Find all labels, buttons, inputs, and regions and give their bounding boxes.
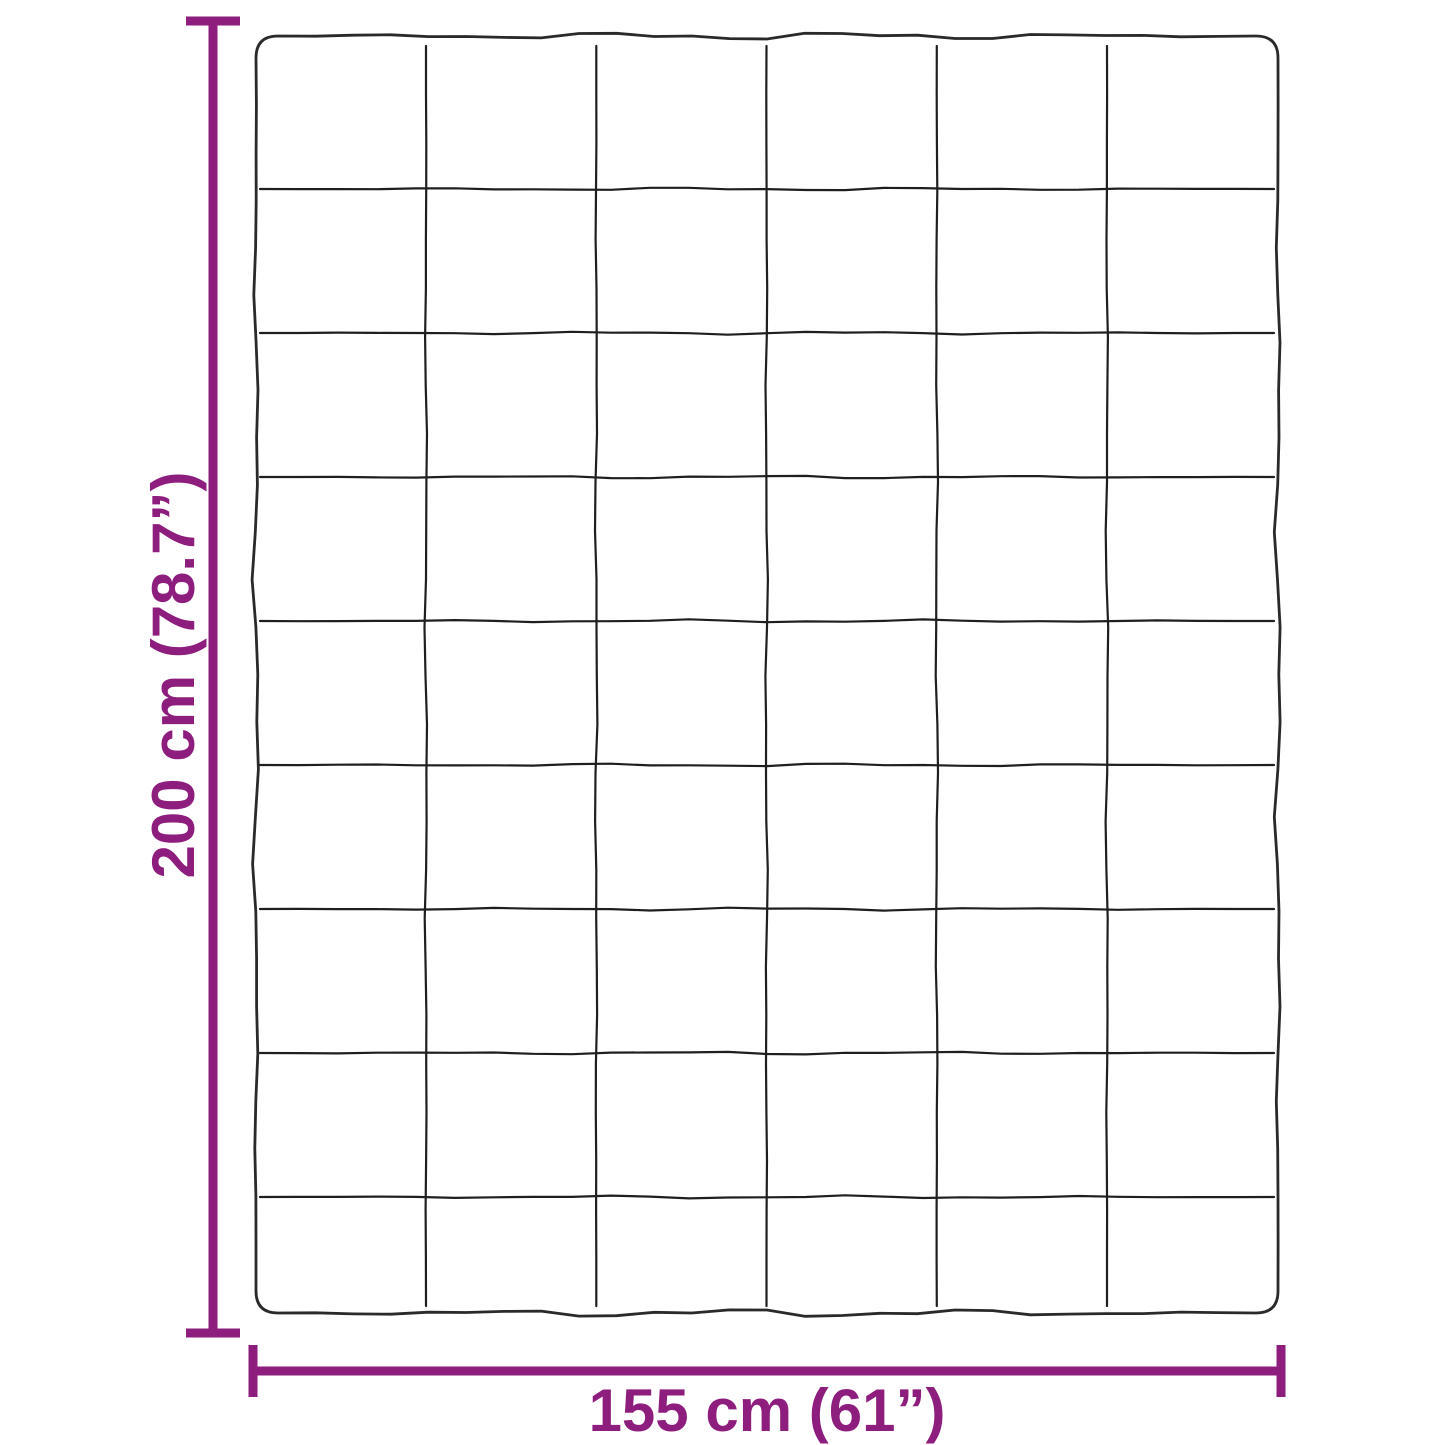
height-dimension-line	[186, 16, 240, 1338]
quilt-stitch-line-vertical	[934, 44, 940, 1308]
width-dimension-line	[248, 1345, 1286, 1397]
quilt-stitch-line-horizontal	[258, 330, 1276, 336]
quilt-stitch-line-vertical	[423, 44, 429, 1308]
quilt-stitch-line-horizontal	[258, 1050, 1276, 1056]
quilt-stitch-line-vertical	[764, 44, 770, 1308]
quilt-stitch-line-horizontal	[258, 906, 1276, 912]
quilt-stitch-grid	[258, 44, 1276, 1308]
quilt-stitch-line-vertical	[593, 44, 599, 1308]
width-dimension-label: 155 cm (61”)	[589, 1377, 946, 1444]
quilt-stitch-line-horizontal	[258, 186, 1276, 192]
quilt-stitch-line-horizontal	[258, 474, 1276, 480]
quilt-stitch-line-vertical	[1104, 44, 1110, 1308]
quilt-stitch-line-horizontal	[258, 762, 1276, 768]
quilt-stitch-line-horizontal	[258, 618, 1276, 624]
height-dimension-label: 200 cm (78.7”)	[140, 472, 207, 879]
quilt-stitch-line-horizontal	[258, 1194, 1276, 1200]
